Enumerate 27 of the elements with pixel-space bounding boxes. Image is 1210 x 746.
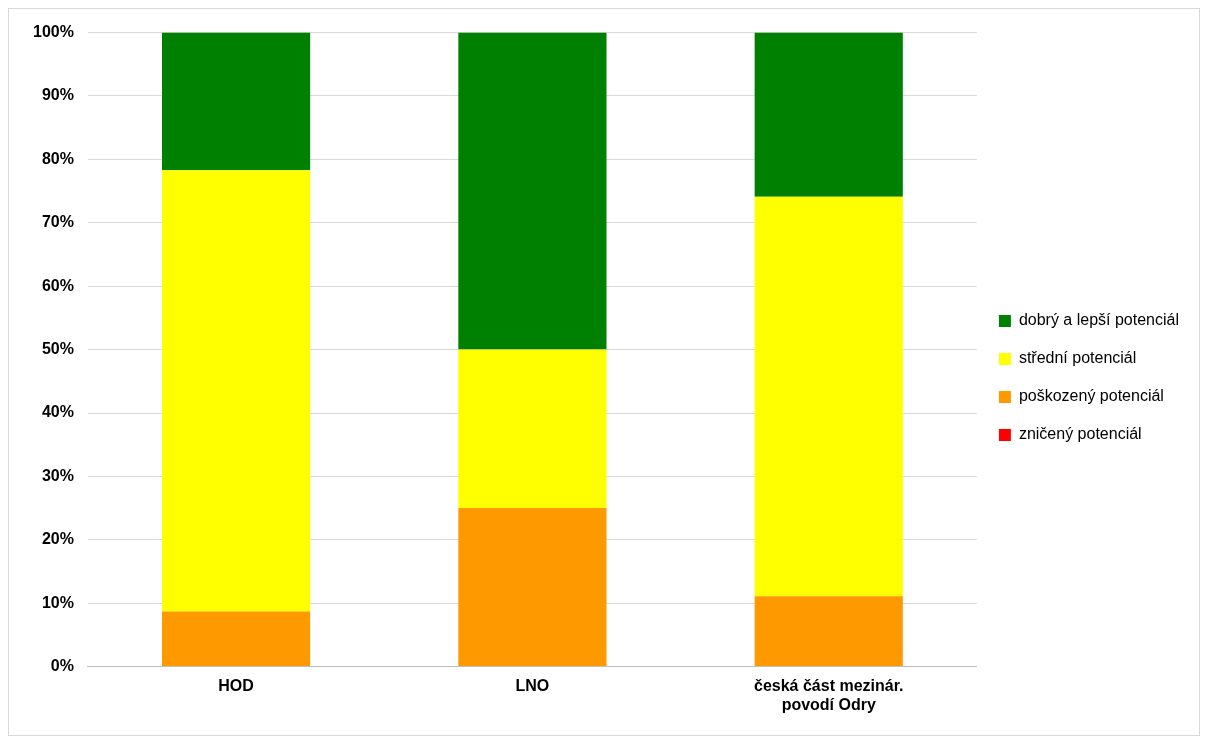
y-tick-label: 40% [41, 403, 74, 421]
y-tick-label: 30% [41, 466, 74, 484]
bar [458, 349, 607, 509]
y-tick-label: 50% [41, 340, 74, 358]
y-tick-label: 60% [41, 276, 74, 294]
y-tick-label: 0% [50, 657, 74, 675]
y-tick-label: 10% [41, 593, 74, 611]
bar [458, 508, 607, 667]
y-tick-label: 90% [41, 86, 74, 104]
bar [754, 32, 903, 197]
x-tick-label: LNO [515, 676, 550, 694]
legend-label: dobrý a lepší potenciál [1018, 311, 1180, 329]
bar [458, 32, 607, 350]
legend-label: poškozený potenciál [1018, 387, 1164, 405]
x-tick-label: česká část mezinár. povodí Odry [754, 676, 904, 713]
y-tick-label: 80% [41, 149, 74, 167]
x-tick-label: HOD [218, 676, 254, 694]
bar [162, 170, 311, 612]
bar [754, 596, 903, 667]
bar [162, 32, 311, 171]
legend-label: střední potenciál [1018, 349, 1137, 367]
y-tick-label: 100% [33, 23, 74, 41]
y-tick-label: 70% [41, 213, 74, 231]
legend-label: zničený potenciál [1018, 425, 1142, 443]
bar [162, 611, 311, 667]
y-tick-label: 20% [41, 530, 74, 548]
bar [754, 196, 903, 597]
